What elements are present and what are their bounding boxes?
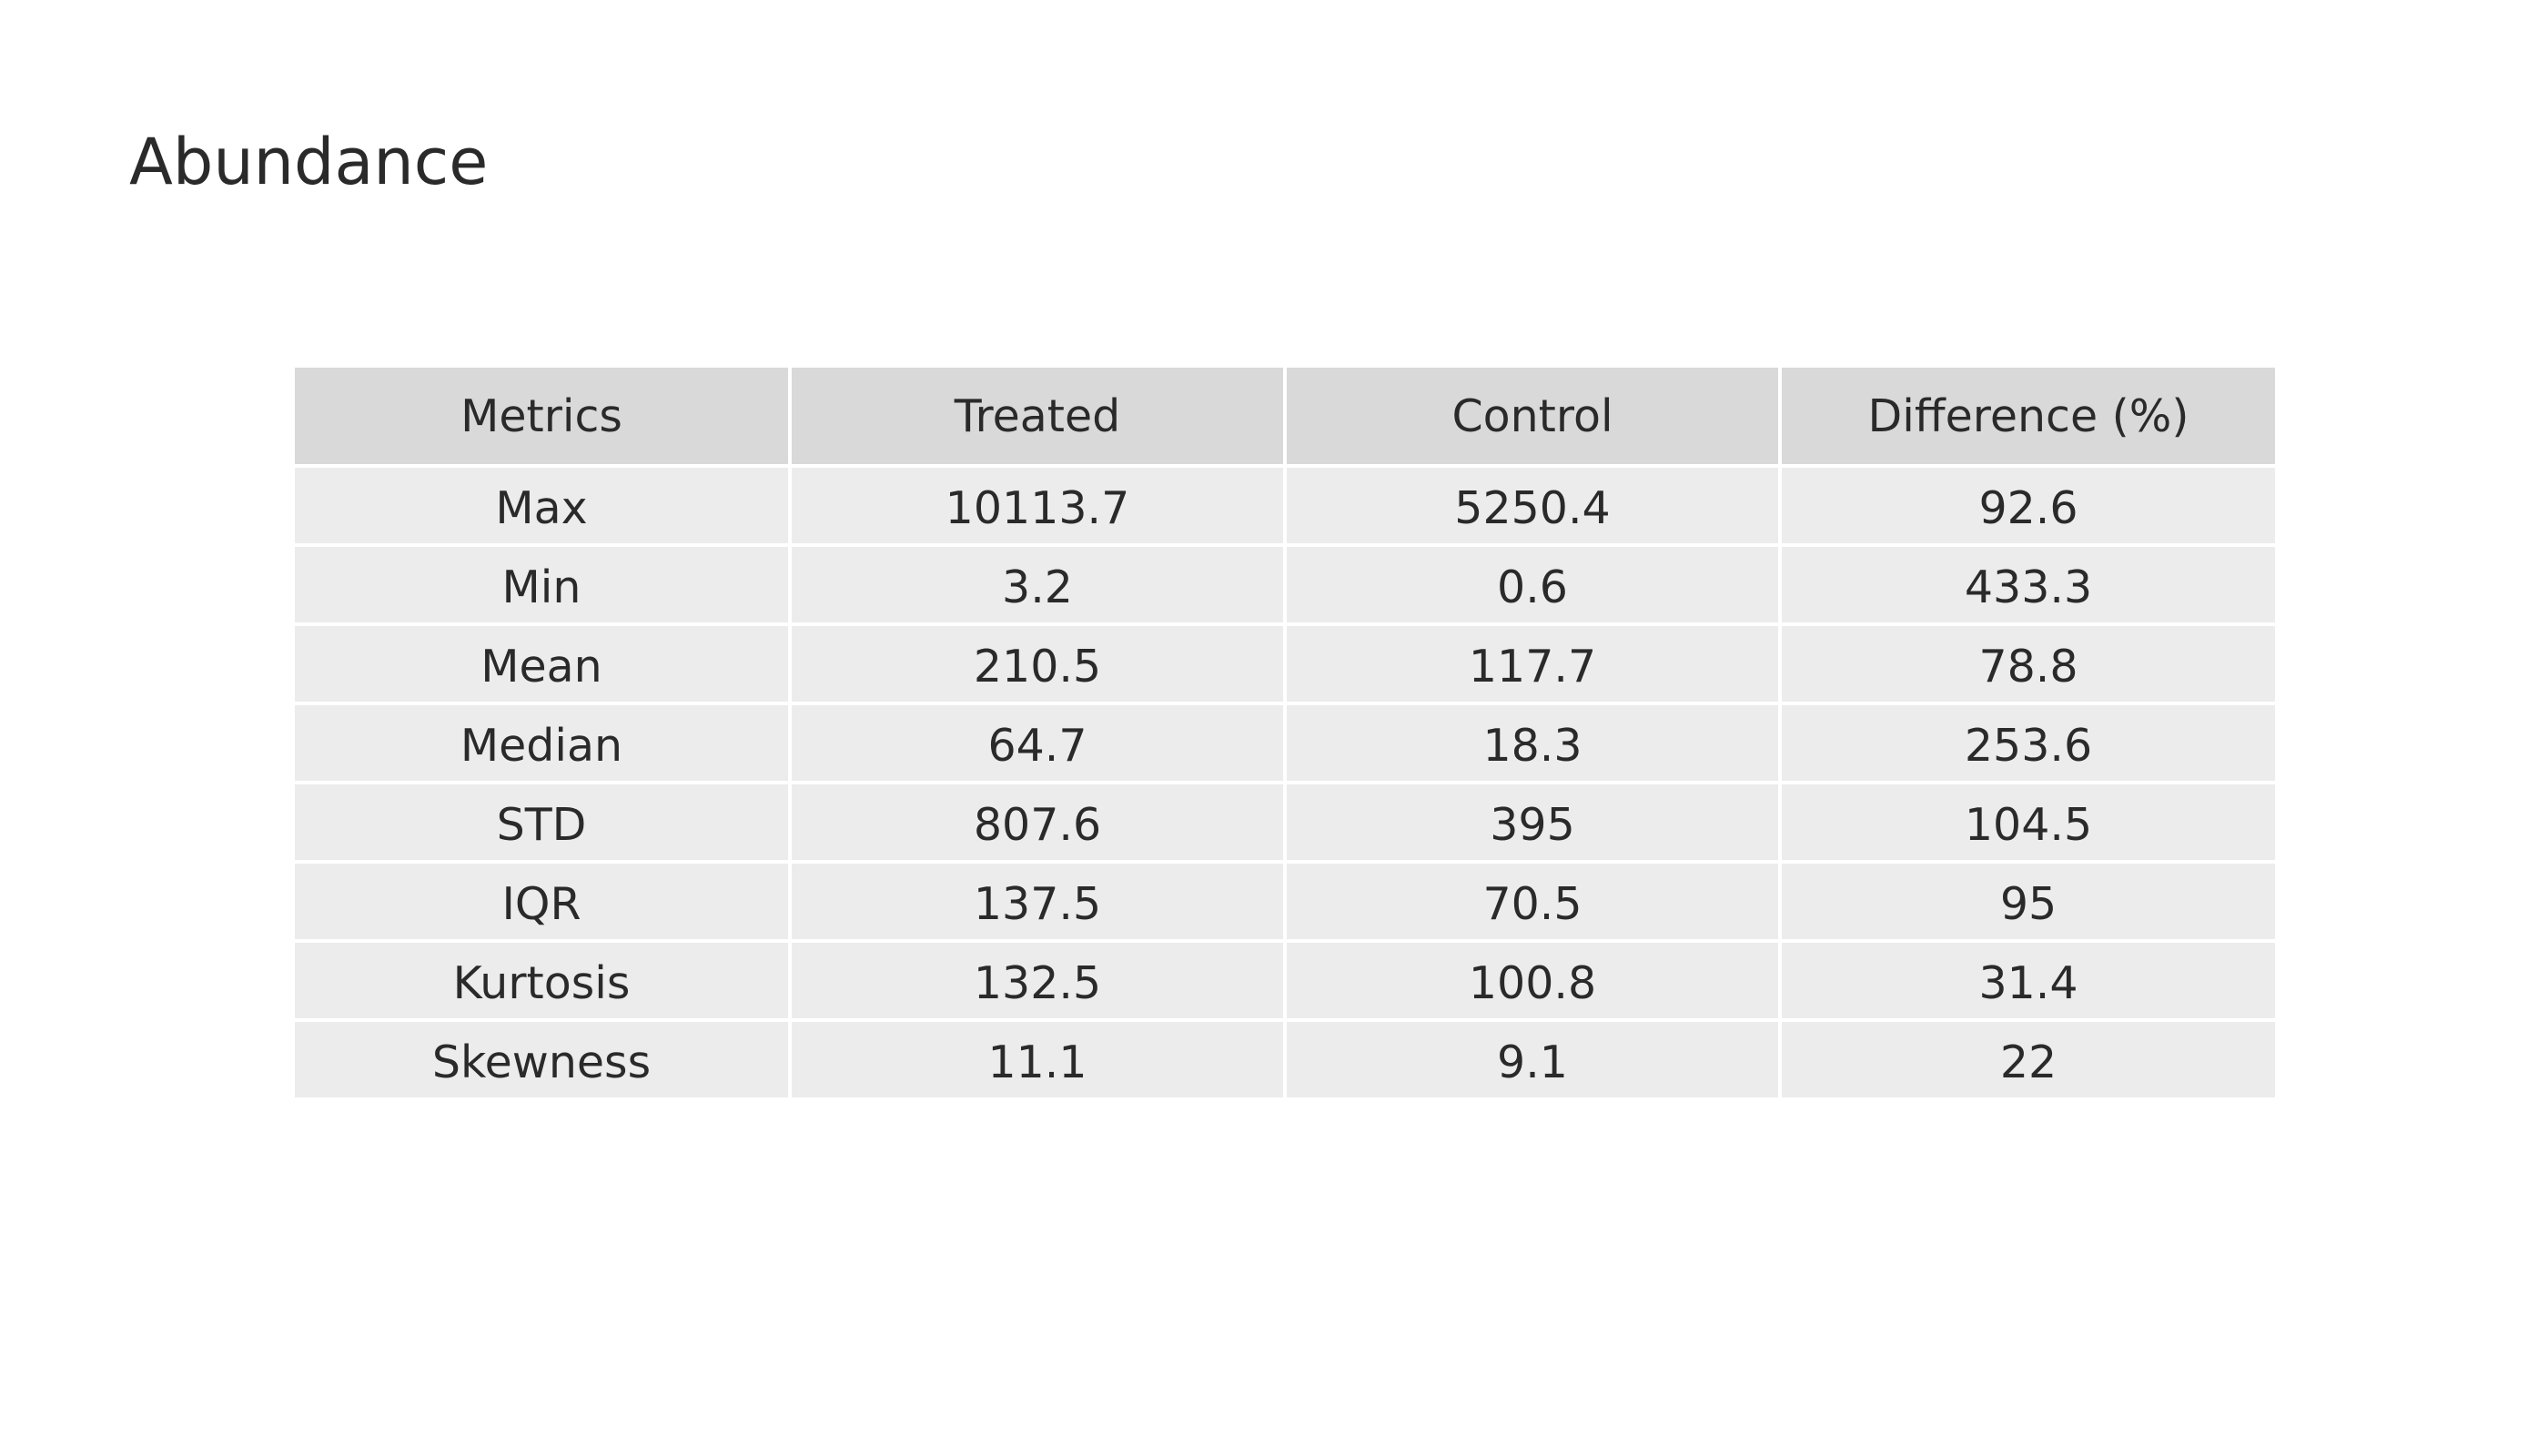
table-cell: 0.6 xyxy=(1283,543,1782,626)
table-cell: Min xyxy=(295,543,792,626)
table-cell: 31.4 xyxy=(1778,939,2275,1022)
table-cell: 22 xyxy=(1778,1018,2275,1097)
table-cell: 70.5 xyxy=(1283,860,1782,943)
table-cell: Median xyxy=(295,702,792,784)
table-cell: Mean xyxy=(295,622,792,705)
table-cell: 11.1 xyxy=(788,1018,1287,1097)
table-header-row: Metrics Treated Control Difference (%) xyxy=(295,368,2275,468)
table-cell: 253.6 xyxy=(1778,702,2275,784)
table-cell: 104.5 xyxy=(1778,781,2275,864)
table-row: STD 807.6 395 104.5 xyxy=(295,781,2275,864)
table-cell: 78.8 xyxy=(1778,622,2275,705)
table-cell: 395 xyxy=(1283,781,1782,864)
table-cell: 100.8 xyxy=(1283,939,1782,1022)
table-row: Mean 210.5 117.7 78.8 xyxy=(295,622,2275,705)
table-cell: 10113.7 xyxy=(788,464,1287,547)
chart-title: Abundance xyxy=(129,125,489,199)
table-cell: 117.7 xyxy=(1283,622,1782,705)
column-header-control: Control xyxy=(1283,368,1782,468)
table-row: Min 3.2 0.6 433.3 xyxy=(295,543,2275,626)
table-row: Median 64.7 18.3 253.6 xyxy=(295,702,2275,784)
table-cell: 92.6 xyxy=(1778,464,2275,547)
column-header-difference: Difference (%) xyxy=(1778,368,2275,468)
table-cell: 210.5 xyxy=(788,622,1287,705)
column-header-treated: Treated xyxy=(788,368,1287,468)
table-cell: 9.1 xyxy=(1283,1018,1782,1097)
table-row: IQR 137.5 70.5 95 xyxy=(295,860,2275,943)
table-cell: Skewness xyxy=(295,1018,792,1097)
table-cell: Max xyxy=(295,464,792,547)
table-cell: IQR xyxy=(295,860,792,943)
data-table: Metrics Treated Control Difference (%) M… xyxy=(295,368,2275,1097)
table-row: Skewness 11.1 9.1 22 xyxy=(295,1018,2275,1097)
table-cell: 95 xyxy=(1778,860,2275,943)
table-cell: STD xyxy=(295,781,792,864)
table-cell: 64.7 xyxy=(788,702,1287,784)
table-cell: 18.3 xyxy=(1283,702,1782,784)
table-cell: 132.5 xyxy=(788,939,1287,1022)
table-row: Max 10113.7 5250.4 92.6 xyxy=(295,464,2275,547)
table-cell: 807.6 xyxy=(788,781,1287,864)
table-cell: 137.5 xyxy=(788,860,1287,943)
column-header-metrics: Metrics xyxy=(295,368,792,468)
table-row: Kurtosis 132.5 100.8 31.4 xyxy=(295,939,2275,1022)
table-cell: Kurtosis xyxy=(295,939,792,1022)
table-cell: 5250.4 xyxy=(1283,464,1782,547)
table-cell: 3.2 xyxy=(788,543,1287,626)
table-cell: 433.3 xyxy=(1778,543,2275,626)
